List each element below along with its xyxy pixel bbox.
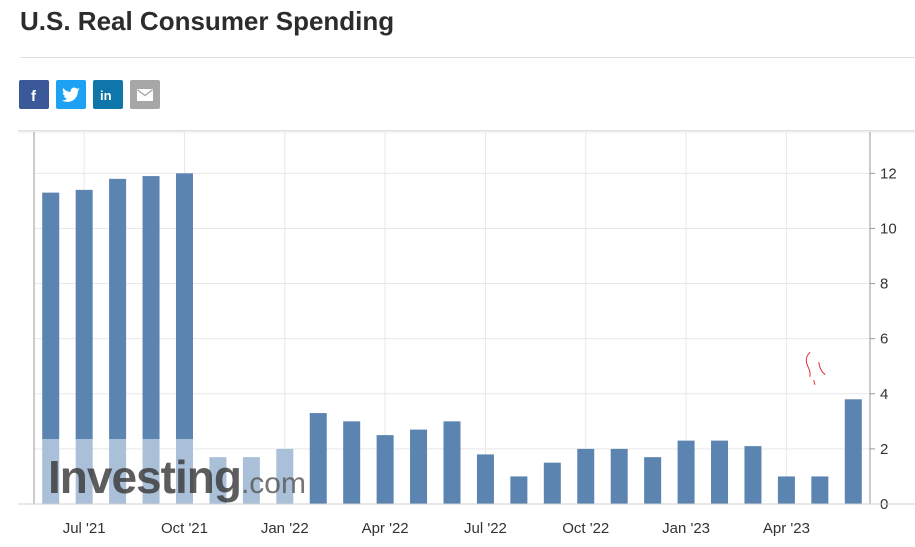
bar [510, 476, 528, 504]
bar [309, 413, 327, 504]
svg-text:in: in [100, 88, 112, 103]
x-tick-label: Jan '22 [261, 520, 309, 537]
bar [343, 421, 361, 504]
twitter-share-button[interactable] [56, 80, 86, 109]
share-bar: f in [19, 80, 160, 109]
chart-top-shadow [18, 130, 915, 135]
bar [610, 448, 628, 504]
bar [777, 476, 795, 504]
bar-faded-segment [42, 439, 60, 504]
bar [844, 399, 862, 504]
bar [175, 173, 193, 440]
email-share-button[interactable] [130, 80, 160, 109]
y-tick-label: 6 [880, 331, 888, 348]
bar [142, 176, 160, 440]
x-tick-label: Oct '21 [161, 520, 208, 537]
bar [209, 457, 227, 504]
linkedin-icon: in [100, 88, 112, 103]
bar [543, 462, 561, 504]
x-tick-label: Apr '23 [763, 520, 810, 537]
bar [577, 448, 595, 504]
facebook-icon: f [31, 88, 37, 103]
x-tick-label: Oct '22 [562, 520, 609, 537]
bar [410, 429, 428, 504]
chart-container: 0 2 4 6 8 10 12 Jul '21 Oct '21 Jan '22 Apr '22 Jul… [18, 130, 915, 547]
handwritten-annotation-mark [805, 351, 826, 385]
facebook-share-button[interactable]: f [19, 80, 49, 109]
bar-faded-segment [175, 439, 193, 504]
bar [75, 189, 93, 440]
email-icon [137, 88, 153, 101]
bar [744, 446, 762, 504]
linkedin-share-button[interactable]: in [93, 80, 123, 109]
bar [109, 178, 127, 440]
bar [376, 435, 394, 504]
bar [276, 448, 294, 504]
twitter-icon [62, 87, 80, 102]
y-tick-label: 4 [880, 386, 888, 403]
x-tick-label: Jul '21 [63, 520, 106, 537]
y-tick-label: 2 [880, 441, 888, 458]
bar-faded-segment [109, 439, 127, 504]
bar-faded-segment [75, 439, 93, 504]
title-divider [20, 57, 915, 58]
x-tick-label: Apr '22 [362, 520, 409, 537]
y-tick-label: 12 [880, 165, 897, 182]
page-title: U.S. Real Consumer Spending [20, 6, 395, 36]
bar [711, 440, 729, 504]
bar [242, 457, 260, 504]
bar [476, 454, 494, 504]
x-tick-label: Jul '22 [464, 520, 507, 537]
svg-text:f: f [31, 88, 37, 103]
bar-faded-segment [142, 439, 160, 504]
bar [443, 421, 461, 504]
bar [644, 457, 662, 504]
bar [42, 192, 60, 440]
bar [811, 476, 829, 504]
y-tick-label: 10 [880, 220, 897, 237]
y-tick-label: 8 [880, 276, 888, 293]
x-tick-label: Jan '23 [662, 520, 710, 537]
bar [677, 440, 695, 504]
